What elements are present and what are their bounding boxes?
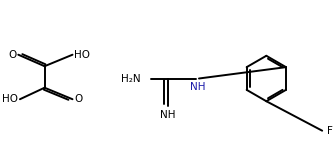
Text: O: O bbox=[74, 94, 82, 104]
Text: HO: HO bbox=[74, 50, 90, 60]
Text: F: F bbox=[327, 126, 333, 136]
Text: NH: NH bbox=[190, 82, 205, 92]
Text: HO: HO bbox=[2, 94, 18, 104]
Text: NH: NH bbox=[160, 110, 175, 120]
Text: H₂N: H₂N bbox=[121, 74, 140, 84]
Text: O: O bbox=[8, 50, 17, 60]
